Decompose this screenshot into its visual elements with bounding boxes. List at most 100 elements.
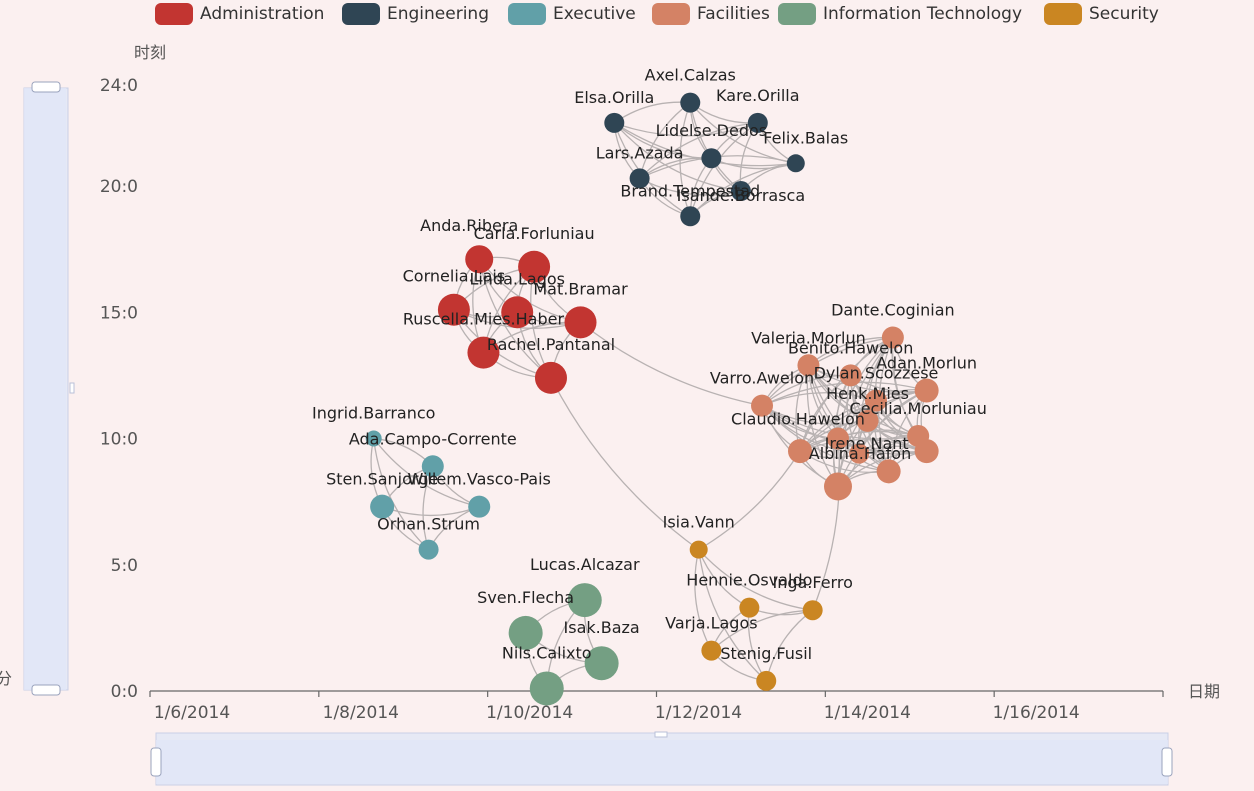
node-label: Brand.Tempestad xyxy=(620,181,760,200)
node-label: Dante.Coginian xyxy=(831,301,955,320)
node[interactable] xyxy=(701,148,722,169)
x-datazoom-slider[interactable] xyxy=(150,731,1173,786)
node-label: Axel.Calzas xyxy=(645,66,736,85)
x-slider-handle-right[interactable] xyxy=(1161,747,1173,777)
node-label: Stenig.Fusil xyxy=(720,644,812,663)
y-tick-label: 20:0 xyxy=(100,177,138,197)
node[interactable] xyxy=(468,495,491,518)
node[interactable] xyxy=(418,539,439,560)
legend-swatch xyxy=(1044,3,1082,25)
node-label: Inga.Ferro xyxy=(772,573,852,592)
x-tick-label: 1/8/2014 xyxy=(323,703,399,723)
legend[interactable]: Administration Engineering Executive Facili… xyxy=(155,3,1159,25)
node[interactable] xyxy=(826,427,849,450)
node[interactable] xyxy=(730,181,751,202)
node[interactable] xyxy=(467,336,500,369)
node-label: Sten.Sanjorge xyxy=(326,470,438,489)
node[interactable] xyxy=(747,112,768,133)
node[interactable] xyxy=(864,389,887,412)
node[interactable] xyxy=(914,378,939,403)
node[interactable] xyxy=(564,306,597,339)
node[interactable] xyxy=(849,443,870,464)
node[interactable] xyxy=(629,168,650,189)
cross-edge xyxy=(580,321,763,407)
legend-swatch xyxy=(778,3,816,25)
node-label: Kare.Orilla xyxy=(716,86,799,105)
y-slider-grip[interactable] xyxy=(69,382,75,394)
node-label: Felix.Balas xyxy=(763,128,848,147)
node[interactable] xyxy=(370,494,395,519)
y-datazoom-slider[interactable]: 分 xyxy=(0,81,75,696)
nodes[interactable] xyxy=(365,92,939,706)
node[interactable] xyxy=(701,640,722,661)
edge xyxy=(639,122,758,179)
y-tick-label: 24:0 xyxy=(100,76,138,96)
node[interactable] xyxy=(421,455,444,478)
node[interactable] xyxy=(534,361,567,394)
node[interactable] xyxy=(802,600,823,621)
node-label: Dylan.Scozzese xyxy=(814,364,939,383)
legend-item[interactable]: Facilities xyxy=(652,3,770,25)
node-label: Claudio.Hawelon xyxy=(731,410,865,429)
legend-swatch xyxy=(155,3,193,25)
node[interactable] xyxy=(739,597,760,618)
legend-label: Security xyxy=(1089,4,1159,24)
node[interactable] xyxy=(567,583,602,618)
node-label: Albina.Hafon xyxy=(809,444,911,463)
x-slider-handle-left[interactable] xyxy=(150,747,162,777)
edge xyxy=(614,122,759,137)
node-label: Linda.Lagos xyxy=(469,269,565,288)
legend-item[interactable]: Engineering xyxy=(342,3,489,25)
legend-label: Engineering xyxy=(387,4,489,24)
node[interactable] xyxy=(751,394,774,417)
node[interactable] xyxy=(914,439,939,464)
node[interactable] xyxy=(756,670,777,691)
y-axis-name: 时刻 xyxy=(134,43,166,62)
node[interactable] xyxy=(786,154,805,173)
x-tick-label: 1/16/2014 xyxy=(993,703,1080,723)
y-slider-range[interactable] xyxy=(24,88,66,690)
legend-item[interactable]: Information Technology xyxy=(778,3,1022,25)
node[interactable] xyxy=(604,112,625,133)
node-label: Elsa.Orilla xyxy=(574,88,654,107)
node[interactable] xyxy=(465,245,494,274)
legend-item[interactable]: Administration xyxy=(155,3,324,25)
edge xyxy=(799,336,894,452)
x-tick-label: 1/12/2014 xyxy=(655,703,742,723)
node[interactable] xyxy=(437,293,470,326)
node[interactable] xyxy=(823,472,852,501)
node[interactable] xyxy=(680,206,701,227)
node[interactable] xyxy=(584,646,619,681)
edge xyxy=(799,389,927,452)
y-slider-handle-label: 分 xyxy=(0,669,12,688)
node[interactable] xyxy=(508,615,543,650)
node[interactable] xyxy=(797,354,820,377)
legend-item[interactable]: Executive xyxy=(508,3,636,25)
node[interactable] xyxy=(839,364,862,387)
x-tick-label: 1/6/2014 xyxy=(154,703,230,723)
node[interactable] xyxy=(501,296,534,329)
node-label: Varro.Awelon xyxy=(710,369,814,388)
node[interactable] xyxy=(788,439,813,464)
node[interactable] xyxy=(518,250,551,283)
node-label: Rachel.Pantanal xyxy=(487,335,615,354)
edge xyxy=(373,438,480,508)
node[interactable] xyxy=(529,671,564,706)
y-slider-handle-bottom[interactable] xyxy=(31,684,61,696)
x-slider-range[interactable] xyxy=(156,740,1168,784)
node[interactable] xyxy=(689,540,708,559)
node[interactable] xyxy=(876,459,901,484)
node[interactable] xyxy=(881,326,904,349)
node[interactable] xyxy=(680,92,701,113)
node[interactable] xyxy=(365,430,382,447)
node-label: Valeria.Morlun xyxy=(751,328,866,347)
legend-label: Information Technology xyxy=(823,4,1022,24)
x-slider-grip[interactable] xyxy=(654,731,668,738)
node[interactable] xyxy=(856,409,879,432)
edge xyxy=(478,259,552,379)
node-label: Isak.Baza xyxy=(564,618,640,637)
y-slider-handle-top[interactable] xyxy=(31,81,61,93)
edge xyxy=(761,392,877,407)
legend-item[interactable]: Security xyxy=(1044,3,1159,25)
